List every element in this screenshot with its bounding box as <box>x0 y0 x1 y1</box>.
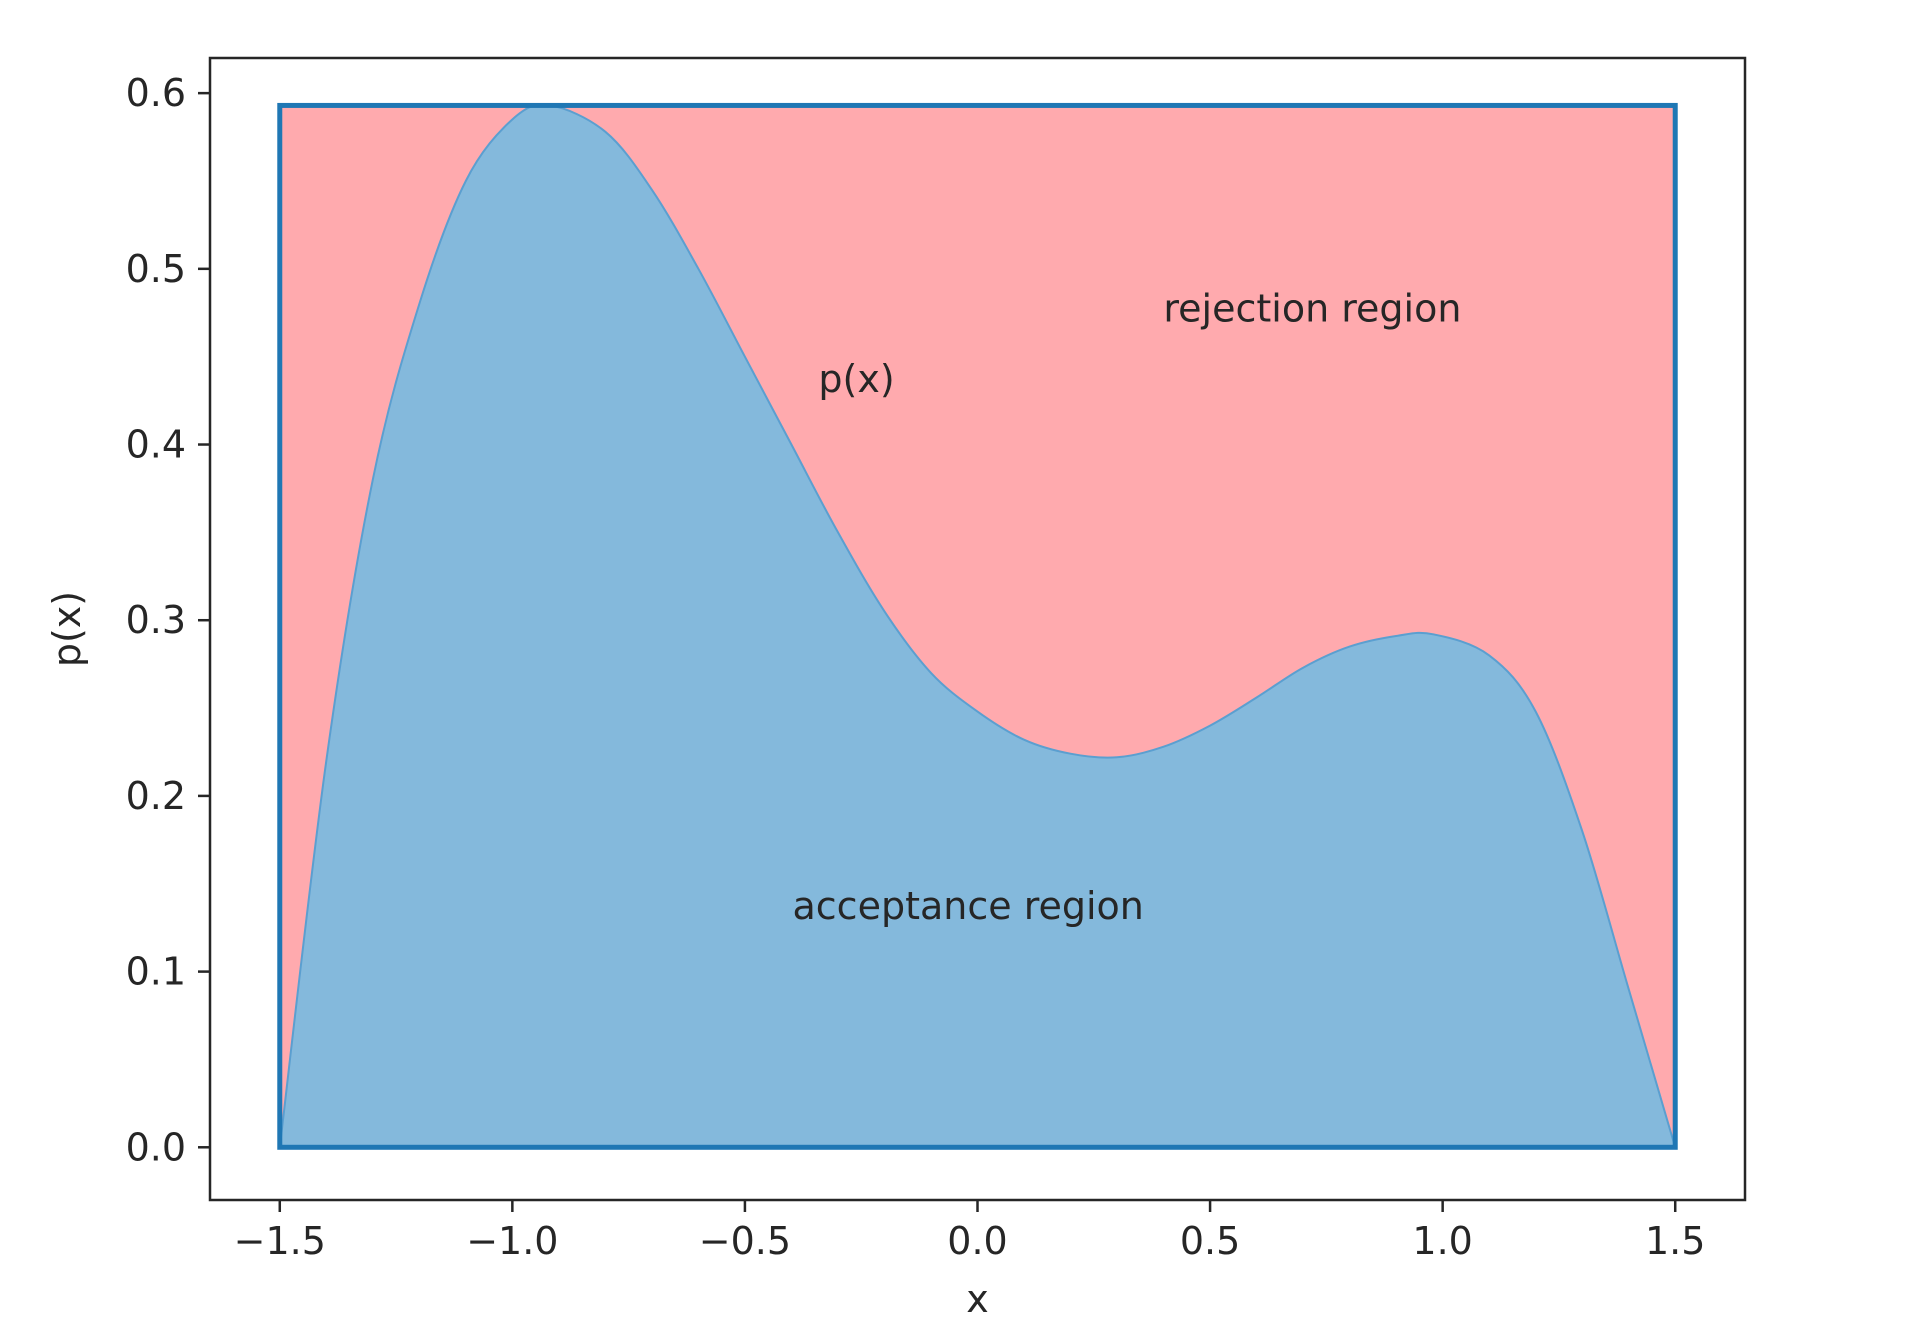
x-tick-label: 1.0 <box>1412 1219 1472 1263</box>
pdf-curve <box>278 103 1677 1148</box>
x-tick-label: −1.5 <box>234 1219 326 1263</box>
x-tick-label: −1.0 <box>466 1219 558 1263</box>
y-tick-label: 0.4 <box>126 423 186 467</box>
plot-area <box>277 102 1678 1150</box>
annotation-2: acceptance region <box>793 884 1144 928</box>
y-tick-label: 0.6 <box>126 71 186 115</box>
y-tick-label: 0.2 <box>126 774 186 818</box>
annotations: rejection region p(x) acceptance region <box>793 287 1462 928</box>
proposal-box-outline <box>277 102 1678 1150</box>
x-tick-label: 0.0 <box>947 1219 1007 1263</box>
x-tick-label: 0.5 <box>1180 1219 1240 1263</box>
y-tick-label: 0.0 <box>126 1125 186 1169</box>
x-tick-label: 1.5 <box>1645 1219 1705 1263</box>
y-tick-label: 0.5 <box>126 247 186 291</box>
x-axis: −1.5 −1.0 −0.5 0.0 0.5 1.0 1.5 <box>234 1200 1705 1263</box>
y-tick-label: 0.1 <box>126 950 186 994</box>
x-axis-label: x <box>966 1277 989 1321</box>
y-axis: 0.0 0.1 0.2 0.3 0.4 0.5 0.6 <box>126 71 210 1169</box>
y-axis-label: p(x) <box>45 591 89 667</box>
annotation-1: p(x) <box>818 357 894 401</box>
annotation-0: rejection region <box>1163 287 1461 331</box>
y-tick-label: 0.3 <box>126 598 186 642</box>
x-tick-label: −0.5 <box>699 1219 791 1263</box>
acceptance-region <box>279 104 1676 1148</box>
